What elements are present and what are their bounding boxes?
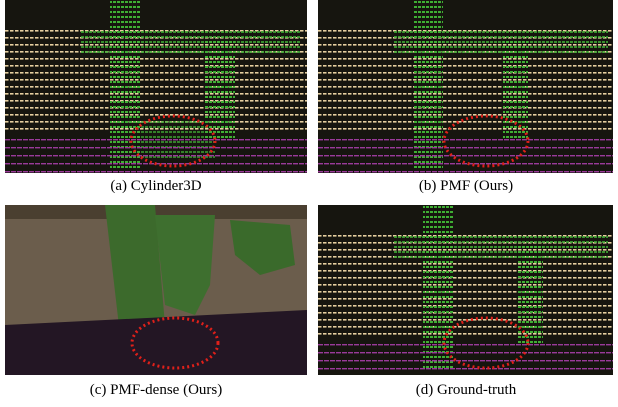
panel-image [5,0,307,173]
caption: (a) Cylinder3D [110,178,202,194]
panel-image [318,205,613,375]
caption: (b) PMF (Ours) [418,178,514,194]
caption: (c) PMF-dense (Ours) [89,382,223,398]
caption: (d) Ground-truth [415,382,517,398]
panel-image [5,205,307,375]
panel-image [318,0,613,173]
